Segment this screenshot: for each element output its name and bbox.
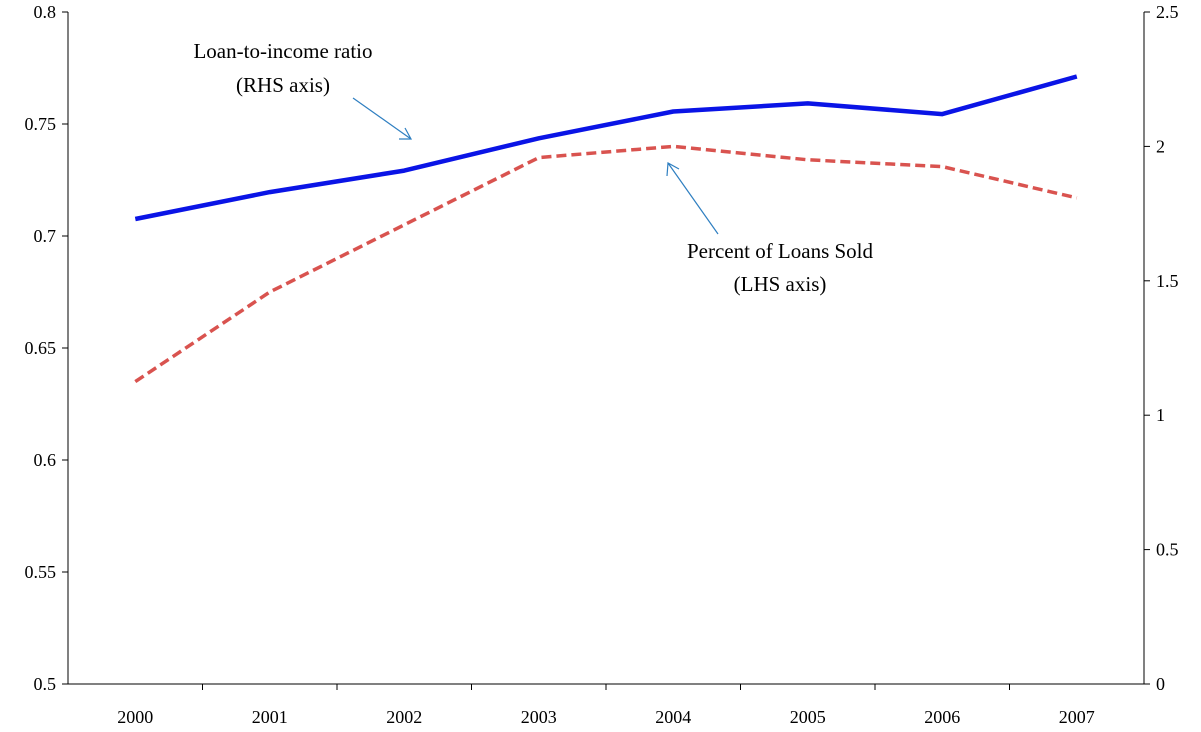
- right-axis-tick-label: 1.5: [1156, 271, 1179, 291]
- left-axis-tick-label: 0.65: [25, 338, 57, 358]
- x-axis-tick-label: 2002: [386, 707, 422, 727]
- annotation-percent-sold-line1: Percent of Loans Sold: [687, 239, 874, 263]
- left-axis-tick-label: 0.6: [34, 450, 57, 470]
- ticks: 0.5 0.55 0.6 0.65 0.7 0.75 0.8 0 0.5 1 1.5 2 2.5 2000…: [25, 2, 1179, 727]
- axes: [67, 12, 1145, 685]
- x-axis-tick-label: 2003: [521, 707, 557, 727]
- right-axis-tick-label: 0: [1156, 674, 1165, 694]
- left-axis-tick-label: 0.75: [25, 114, 57, 134]
- left-axis-tick-label: 0.55: [25, 562, 57, 582]
- annotation-percent-sold-arrowhead: [666, 162, 680, 177]
- left-axis-tick-label: 0.5: [34, 674, 57, 694]
- right-axis-tick-label: 2: [1156, 136, 1165, 156]
- annotation-loan-to-income-line2: (RHS axis): [236, 73, 330, 97]
- x-axis-tick-label: 2001: [252, 707, 288, 727]
- x-axis-tick-label: 2000: [117, 707, 153, 727]
- right-axis-tick-label: 0.5: [1156, 540, 1179, 560]
- annotations: Loan-to-income ratio (RHS axis) Percent …: [193, 39, 873, 296]
- annotation-percent-sold-line2: (LHS axis): [734, 272, 827, 296]
- left-axis-tick-label: 0.8: [34, 2, 57, 22]
- series-line-loan-to-income: [134, 74, 1078, 222]
- right-axis-tick-label: 1: [1156, 405, 1165, 425]
- left-axis-tick-label: 0.7: [34, 226, 57, 246]
- series-group: [134, 74, 1078, 384]
- x-axis-tick-label: 2004: [655, 707, 691, 727]
- right-axis-tick-label: 2.5: [1156, 2, 1179, 22]
- annotation-loan-to-income-arrowhead: [399, 127, 413, 140]
- annotation-loan-to-income-line1: Loan-to-income ratio: [193, 39, 372, 63]
- annotation-percent-sold-arrow: [667, 162, 719, 235]
- annotation-loan-to-income-arrow: [352, 97, 412, 140]
- x-axis-tick-label: 2006: [924, 707, 960, 727]
- x-axis-tick-label: 2005: [790, 707, 826, 727]
- series-line-percent-loans-sold: [134, 144, 1078, 384]
- x-axis-tick-label: 2007: [1059, 707, 1095, 727]
